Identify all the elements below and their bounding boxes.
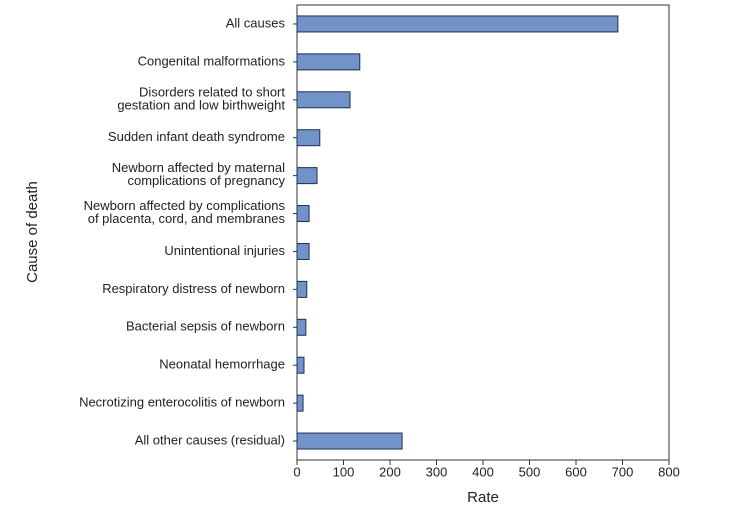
- bar: [296, 53, 361, 71]
- y-tick-label: All other causes (residual): [135, 432, 285, 447]
- x-tick-label: 0: [293, 464, 300, 479]
- x-tick-label: 800: [658, 464, 680, 479]
- bar: [296, 318, 307, 336]
- bar: [296, 432, 403, 450]
- x-tick-label: 300: [426, 464, 448, 479]
- y-tick-label: Unintentional injuries: [164, 243, 285, 258]
- y-tick-label: Disorders related to short gestation and …: [117, 85, 285, 113]
- x-tick-label: 400: [472, 464, 494, 479]
- x-tick-label: 600: [565, 464, 587, 479]
- bar: [296, 15, 619, 33]
- x-tick-label: 100: [333, 464, 355, 479]
- bar: [296, 167, 318, 185]
- x-tick-label: 200: [379, 464, 401, 479]
- y-axis-title: Cause of death: [24, 181, 41, 283]
- y-tick-label: Newborn affected by complications of plac…: [84, 198, 286, 226]
- y-tick-label: All causes: [226, 15, 286, 30]
- y-tick-label: Bacterial sepsis of newborn: [126, 319, 285, 334]
- bar: [296, 280, 308, 298]
- bar: [296, 91, 351, 109]
- y-tick-label: Congenital malformations: [138, 53, 286, 68]
- x-tick-label: 500: [519, 464, 541, 479]
- y-tick-label: Necrotizing enterocolitis of newborn: [79, 395, 285, 410]
- y-tick-label: Newborn affected by maternal complication…: [112, 161, 286, 189]
- bar: [296, 394, 304, 412]
- plot-frame: [296, 4, 670, 461]
- y-tick-label: Neonatal hemorrhage: [159, 357, 285, 372]
- bar: [296, 242, 310, 260]
- x-axis-title: Rate: [467, 489, 499, 506]
- x-tick-label: 700: [612, 464, 634, 479]
- y-tick-label: Sudden infant death syndrome: [108, 129, 285, 144]
- bar: [296, 356, 305, 374]
- bar: [296, 129, 321, 147]
- bar: [296, 205, 310, 223]
- y-tick-label: Respiratory distress of newborn: [102, 281, 285, 296]
